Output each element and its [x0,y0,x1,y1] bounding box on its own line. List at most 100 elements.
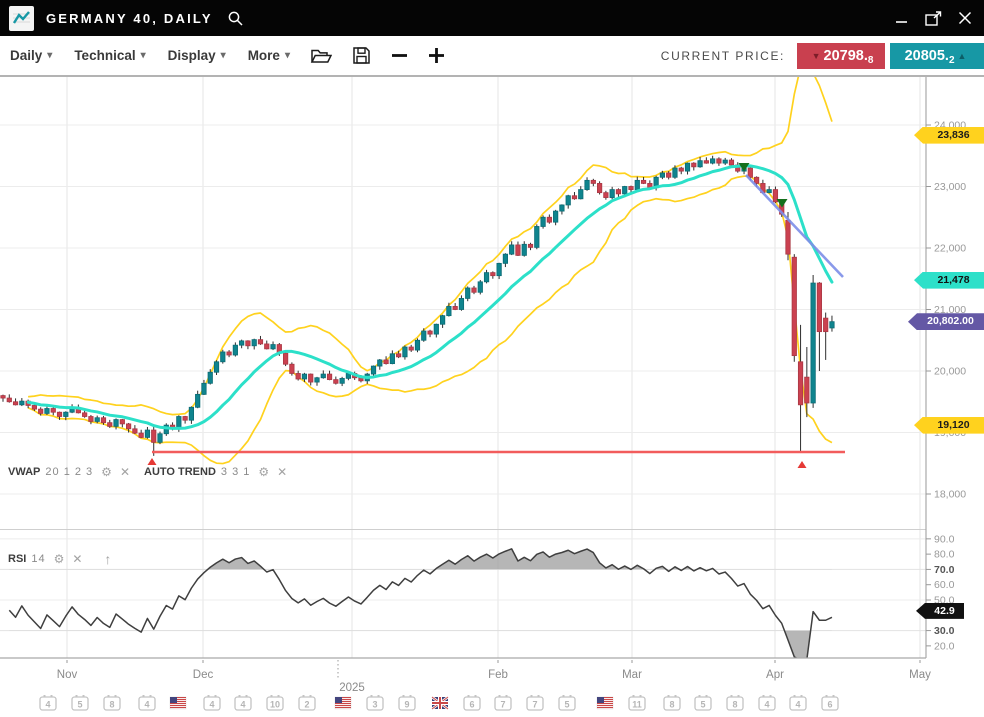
svg-text:10: 10 [270,700,280,710]
chevron-down-icon: ▾ [47,50,53,61]
svg-text:Mar: Mar [622,669,642,681]
calendar-event-icon[interactable]: 11 [628,695,646,711]
menu-more[interactable]: More ▾ [247,48,290,63]
autotrend-label: AUTO TREND [144,466,216,478]
calendar-event-icon[interactable]: 8 [103,695,121,711]
calendar-event-icon[interactable]: 2 [298,695,316,711]
calendar-event-icon[interactable]: 8 [663,695,681,711]
calendar-event-icon[interactable]: 4 [39,695,57,711]
svg-text:Nov: Nov [57,669,78,681]
trend-line[interactable] [745,174,844,278]
svg-text:4: 4 [45,700,50,710]
zoom-out-icon[interactable] [391,47,408,64]
bollinger-bands [27,77,833,465]
calendar-event-icon[interactable]: 7 [494,695,512,711]
calendar-event-icon[interactable]: 10 [266,695,284,711]
flag-icon-us[interactable] [596,696,614,710]
zoom-in-icon[interactable] [428,47,445,64]
calendar-event-icon[interactable]: 8 [726,695,744,711]
rsi-remove-icon[interactable]: ✕ [72,552,83,566]
buy-price-button[interactable]: 20805. 2 ▲ [890,42,984,69]
calendar-event-icon[interactable]: 4 [758,695,776,711]
svg-text:8: 8 [669,700,674,710]
calendar-event-icon[interactable]: 6 [821,695,839,711]
rsi-move-up-icon[interactable]: ↑ [104,551,112,567]
svg-text:18,000: 18,000 [934,489,966,501]
svg-text:9: 9 [404,700,409,710]
calendar-event-icon[interactable]: 3 [366,695,384,711]
vwap-settings-gear-icon[interactable]: ⚙ [101,465,112,479]
sell-price-button[interactable]: ▼ 20798. 8 [797,42,885,69]
candlestick-series [0,155,835,456]
swing-low-triangle-icon [797,461,807,468]
svg-text:20.0: 20.0 [934,640,955,652]
chart-toolbar: Daily ▾ Technical ▾ Display ▾ More ▾ CURRENT P [0,36,984,77]
flag-icon-us[interactable] [334,696,352,710]
svg-text:2: 2 [304,700,309,710]
economic-calendar-strip: 4 5 8 4 4 4 10 2 3 9 6 7 7 5 11 8 5 8 4 4 6 [39,695,839,711]
calendar-event-icon[interactable]: 4 [234,695,252,711]
svg-text:19,000: 19,000 [934,427,966,439]
autotrend-settings-gear-icon[interactable]: ⚙ [258,465,270,479]
svg-text:5: 5 [77,700,82,710]
flag-icon-uk[interactable] [431,695,449,711]
rsi-label: RSI [8,553,27,565]
svg-text:2025: 2025 [339,682,365,694]
rsi-indicator-row: RSI 14 ⚙ ✕ ↑ [8,551,112,567]
calendar-event-icon[interactable]: 4 [138,695,156,711]
price-axis: 24,000 23,000 22,000 21,000 20,000 19,000 18,0… [926,120,966,652]
swing-low-triangle-icon [147,458,157,465]
window-title: GERMANY 40, DAILY [46,10,213,26]
search-icon[interactable] [227,10,244,27]
calendar-event-icon[interactable]: 4 [203,695,221,711]
calendar-event-icon[interactable]: 4 [789,695,807,711]
svg-text:30.0: 30.0 [934,625,955,637]
save-icon[interactable] [352,46,371,65]
calendar-event-icon[interactable]: 5 [694,695,712,711]
menu-technical[interactable]: Technical ▾ [74,48,146,63]
svg-text:Apr: Apr [766,669,784,681]
calendar-event-icon[interactable]: 6 [463,695,481,711]
chevron-down-icon: ▾ [140,50,146,61]
vwap-remove-icon[interactable]: ✕ [119,465,130,479]
open-folder-icon[interactable] [310,47,332,65]
vwap-label: VWAP [8,466,41,478]
autotrend-remove-icon[interactable]: ✕ [277,465,288,479]
svg-text:60.0: 60.0 [934,579,955,591]
calendar-event-icon[interactable]: 5 [71,695,89,711]
current-price-label: CURRENT PRICE: [660,48,785,63]
svg-text:11: 11 [632,700,642,710]
svg-text:20,000: 20,000 [934,366,966,378]
calendar-event-icon[interactable]: 9 [398,695,416,711]
svg-text:4: 4 [764,700,769,710]
svg-text:21,000: 21,000 [934,304,966,316]
calendar-event-icon[interactable]: 5 [558,695,576,711]
rsi-oversold-fill [9,630,832,659]
svg-text:5: 5 [700,700,705,710]
close-icon[interactable] [952,5,978,31]
arrow-up-icon: ▲ [957,50,967,61]
svg-text:Feb: Feb [488,669,508,681]
svg-text:6: 6 [827,700,832,710]
menu-daily[interactable]: Daily ▾ [10,48,53,63]
svg-text:22,000: 22,000 [934,243,966,255]
rsi-line [8,548,833,658]
svg-text:80.0: 80.0 [934,549,955,561]
svg-text:Dec: Dec [193,669,214,681]
vwap-line [26,164,834,430]
minimize-button[interactable] [888,5,914,31]
menu-display[interactable]: Display ▾ [167,48,226,63]
arrow-down-icon: ▼ [811,50,821,61]
popout-button[interactable] [920,5,946,31]
chevron-down-icon: ▾ [284,50,290,61]
flag-icon-us[interactable] [169,696,187,710]
svg-text:8: 8 [109,700,114,710]
svg-text:4: 4 [240,700,245,710]
sell-signal-triangle-icon [738,163,750,172]
rsi-settings-gear-icon[interactable]: ⚙ [53,552,65,566]
svg-text:90.0: 90.0 [934,533,955,545]
svg-text:4: 4 [795,700,800,710]
calendar-event-icon[interactable]: 7 [526,695,544,711]
